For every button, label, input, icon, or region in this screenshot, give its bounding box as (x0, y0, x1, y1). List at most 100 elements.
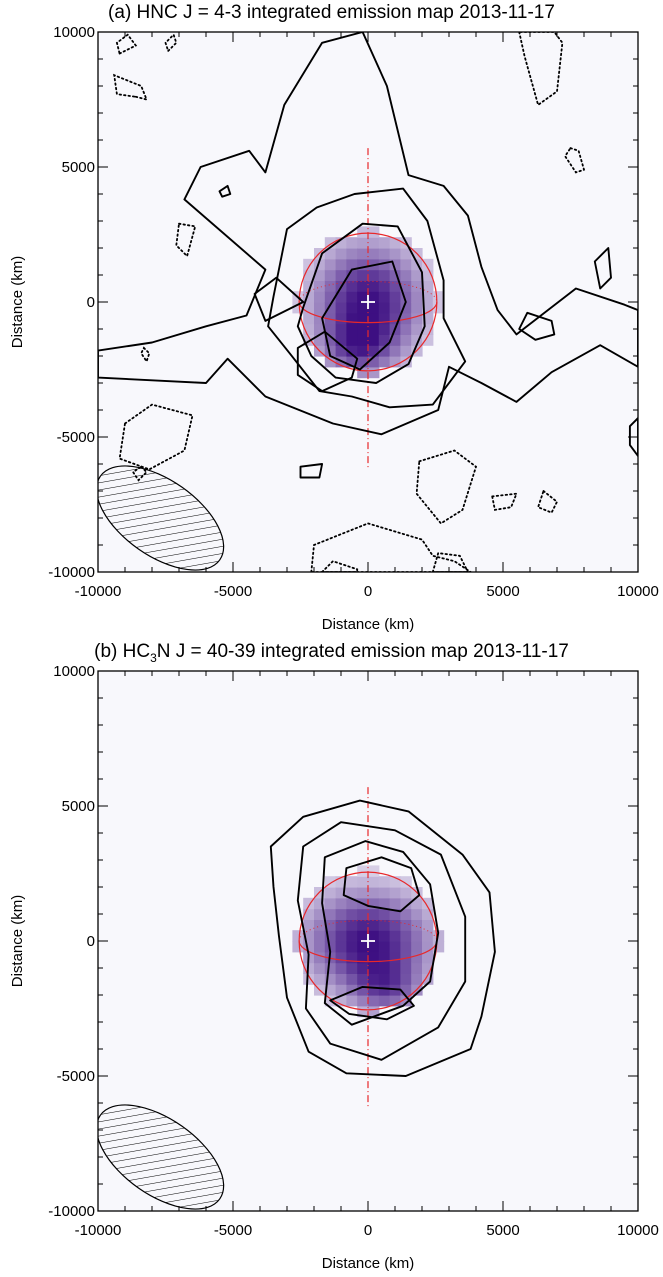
heatmap-pixel (314, 258, 326, 271)
heatmap-pixel (324, 280, 337, 292)
positive-contour (296, 330, 359, 393)
heatmap-pixel (400, 312, 412, 325)
heatmap-pixel (378, 887, 391, 899)
heatmap-pixel (368, 887, 380, 899)
heatmap-pixel (346, 334, 358, 346)
heatmap-pixel (346, 984, 358, 996)
heatmap-pixel (411, 919, 423, 931)
heatmap-pixel (314, 312, 326, 325)
y-tick-label: -5000 (57, 429, 95, 446)
x-axis-label: Distance (km) (322, 616, 415, 633)
heatmap-pixel (378, 258, 391, 271)
heatmap-pixel (389, 334, 401, 346)
negative-contour (491, 492, 518, 511)
heatmap-pixel (324, 345, 337, 357)
heatmap-pixel (357, 356, 369, 368)
heatmap-pixel (357, 312, 369, 325)
heatmap-pixel (400, 962, 412, 974)
heatmap-pixel (324, 973, 337, 985)
y-axis-label: Distance (km) (9, 256, 26, 349)
heatmap-pixel (400, 248, 412, 260)
heatmap-pixel (357, 973, 369, 985)
heatmap-pixel (368, 897, 380, 910)
heatmap-pixel (346, 280, 358, 292)
heatmap-pixel (422, 897, 434, 910)
heatmap-pixel (346, 302, 358, 314)
heatmap-pixel (335, 973, 347, 985)
heatmap-pixel (335, 951, 347, 964)
heatmap-pixel (335, 269, 347, 281)
heatmap-pixel (324, 919, 337, 931)
heatmap-pixel (389, 930, 401, 942)
heatmap-pixel (432, 941, 445, 953)
heatmap-pixel (324, 887, 337, 899)
heatmap-pixel (303, 269, 315, 281)
heatmap-pixel (314, 941, 326, 953)
x-tick-label: 5000 (486, 583, 519, 600)
heatmap-pixel (303, 962, 315, 974)
heatmap-pixel (292, 930, 304, 942)
negative-contour (431, 552, 469, 572)
heatmap-pixel (357, 291, 369, 303)
heatmap-pixel (346, 291, 358, 303)
y-tick-label: -10000 (48, 1203, 95, 1220)
heatmap-pixel (314, 951, 326, 964)
heatmap-pixel (422, 973, 434, 985)
heatmap-pixel (303, 941, 315, 953)
positive-contour (218, 184, 232, 198)
heatmap-pixel (357, 237, 369, 249)
heatmap-pixel (346, 269, 358, 281)
negative-contour (175, 222, 197, 258)
heatmap-pixel (357, 1005, 369, 1018)
heatmap-pixel (368, 269, 380, 281)
heatmap-pixel (378, 334, 391, 346)
beam-ellipse (98, 465, 225, 571)
negative-contours (113, 32, 586, 572)
heatmap-pixel (422, 258, 434, 271)
hnc-plot: -10000 -5000 0 5000 10000 -10000 -5000 0 5000 100… (9, 24, 659, 633)
negative-contour (536, 489, 559, 514)
heatmap-pixel (357, 366, 369, 379)
heatmap-pixel (378, 876, 391, 888)
heatmap-pixel (357, 995, 369, 1007)
heatmap-pixel (335, 897, 347, 910)
heatmap-pixel (357, 962, 369, 974)
heatmap-pixel (400, 887, 412, 899)
heatmap-pixel (314, 908, 326, 920)
positive-contours (98, 32, 638, 479)
heatmap-pixel (324, 334, 337, 346)
plot-content (98, 787, 496, 1210)
heatmap-pixel (422, 280, 434, 292)
negative-contour (113, 73, 149, 101)
heatmap-pixel (335, 345, 347, 357)
heatmap-pixel (411, 334, 423, 346)
heatmap-pixel (324, 248, 337, 260)
heatmap-pixel (400, 258, 412, 271)
heatmap-pixel (378, 984, 391, 996)
heatmap-pixel (346, 356, 358, 368)
heatmap-pixel (368, 366, 380, 379)
y-tick-label: 0 (87, 933, 95, 950)
heatmap-pixel (346, 908, 358, 920)
heatmap-pixel (303, 323, 315, 335)
heatmap-pixel (324, 291, 337, 303)
heatmap-pixel (378, 962, 391, 974)
heatmap-pixel (324, 258, 337, 271)
heatmap-pixel (411, 897, 423, 910)
negative-contour (140, 346, 151, 364)
heatmap-pixel (303, 973, 315, 985)
heatmap-pixel (389, 302, 401, 314)
heatmap-pixel (378, 941, 391, 953)
heatmap-pixel (422, 908, 434, 920)
x-tick-label: 10000 (617, 1222, 659, 1239)
beam-ellipse (98, 1104, 225, 1210)
heatmap-pixel (346, 962, 358, 974)
heatmap-pixel (368, 345, 380, 357)
heatmap-pixel (422, 962, 434, 974)
positive-contour (628, 417, 638, 457)
heatmap-pixel (303, 302, 315, 314)
heatmap-pixel (378, 897, 391, 910)
heatmap-pixel (324, 237, 337, 249)
positive-contour (296, 222, 426, 384)
y-tick-label: 5000 (62, 159, 95, 176)
